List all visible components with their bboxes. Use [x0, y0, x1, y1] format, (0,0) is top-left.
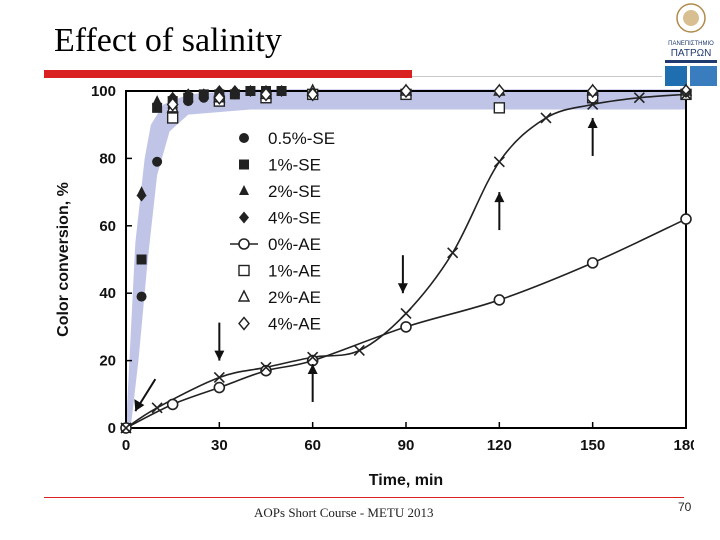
legend-label-4-se: 4%-SE: [268, 209, 321, 228]
x-tick-label: 180: [673, 437, 694, 454]
data-point-4-se: [183, 88, 194, 101]
data-point-4-ae: [306, 87, 319, 102]
x-tick-label: 60: [304, 437, 321, 454]
annotation-arrowhead: [214, 350, 225, 361]
data-point-4-se: [245, 85, 256, 97]
x-tick-label: 90: [398, 437, 415, 454]
legend-marker-4-se: [239, 211, 249, 224]
data-point-0-5-se: [136, 291, 147, 302]
data-point-0-ae: [400, 321, 412, 333]
data-point-4-ae: [166, 97, 179, 112]
data-point-cross: [400, 307, 412, 319]
data-point-0-ae: [586, 257, 599, 269]
data-point-4-se: [136, 189, 147, 202]
data-point-4-se: [198, 88, 209, 101]
data-point-0-ae: [680, 213, 692, 225]
logo-text-2: ΠΑΤΡΩΝ: [671, 48, 712, 59]
data-point-4-ae: [586, 83, 599, 99]
legend-marker-0-ae: [238, 238, 250, 250]
data-point-cross: [680, 88, 692, 100]
annotation-arrowhead: [307, 363, 318, 374]
data-point-1-ae: [166, 112, 179, 124]
legend-label-1-se: 1%-SE: [268, 156, 321, 175]
data-point-cross: [633, 92, 645, 104]
data-point-cross: [151, 402, 163, 414]
title-underline-extension: [412, 76, 662, 77]
annotation-arrowhead: [494, 192, 505, 203]
y-tick-label: 80: [99, 150, 116, 167]
data-point-0-ae: [493, 294, 506, 306]
legend-label-0-ae: 0%-AE: [268, 235, 321, 254]
annotation-arrowhead: [134, 399, 145, 412]
x-tick-label: 30: [211, 437, 228, 454]
y-tick-label: 100: [91, 83, 116, 100]
legend-label-1-ae: 1%-AE: [268, 262, 321, 281]
x-tick-label: 120: [487, 437, 512, 454]
legend-label-2-ae: 2%-AE: [268, 288, 321, 307]
data-point-cross: [493, 156, 505, 168]
series-line-0-ae: [125, 218, 687, 429]
data-point-4-ae: [400, 83, 412, 99]
data-point-4-se: [229, 85, 240, 97]
x-axis-label: Time, min: [369, 472, 443, 489]
annotation-arrowhead: [587, 117, 598, 128]
data-point-cross: [353, 344, 365, 357]
data-point-0-ae: [166, 398, 179, 411]
data-point-1-se: [136, 254, 147, 265]
slide-title: Effect of salinity: [54, 22, 282, 59]
footer-rule: [44, 497, 684, 498]
footer-text: AOPs Short Course - METU 2013: [254, 505, 434, 520]
y-tick-label: 40: [99, 285, 116, 302]
title-underline: [44, 70, 412, 78]
annotation-arrowhead: [397, 283, 408, 294]
data-point-4-se: [152, 98, 163, 111]
y-tick-label: 0: [108, 420, 116, 437]
data-point-4-ae: [260, 87, 272, 102]
data-point-0-ae: [260, 364, 272, 377]
data-point-cross: [307, 351, 319, 363]
legend-marker-1-se: [239, 159, 249, 170]
university-logo: ΠΑΝΕΠΙΣΤΗΜΙΟ ΠΑΤΡΩΝ: [665, 3, 717, 86]
legend-label-0-5-se: 0.5%-SE: [268, 129, 335, 148]
legend-marker-4-ae: [238, 316, 250, 331]
legend-marker-1-ae: [238, 264, 250, 277]
y-tick-label: 60: [99, 218, 116, 235]
x-tick-label: 0: [122, 437, 130, 454]
page-number: 70: [678, 500, 692, 514]
legend-label-4-ae: 4%-AE: [268, 315, 321, 334]
data-point-cross: [540, 112, 552, 124]
legend-marker-2-ae: [237, 289, 251, 302]
data-point-4-ae: [213, 90, 226, 105]
y-axis-label: Color conversion, %: [55, 182, 72, 337]
data-point-cross: [120, 422, 132, 434]
legend-marker-2-se: [239, 185, 249, 195]
data-point-0-5-se: [152, 156, 163, 167]
data-point-4-se: [276, 85, 287, 97]
x-tick-label: 150: [580, 437, 605, 454]
legend-marker-0-5-se: [239, 133, 249, 143]
legend-label-2-se: 2%-SE: [268, 182, 321, 201]
data-point-cross: [587, 98, 599, 111]
series-line-cross: [125, 93, 687, 429]
data-point-0-ae: [213, 381, 226, 394]
data-point-cross: [260, 361, 272, 373]
logo-text-1: ΠΑΝΕΠΙΣΤΗΜΙΟ: [668, 41, 714, 47]
color-conversion-chart: 0 30 60 90 120 150 180 0 20 40 60 80 100 Time, min Col…: [55, 83, 694, 489]
data-point-1-ae: [493, 102, 506, 114]
data-point-4-ae: [493, 83, 506, 99]
data-point-cross: [213, 371, 225, 384]
data-point-cross: [447, 247, 459, 259]
y-tick-label: 20: [99, 353, 116, 370]
data-point-4-ae: [680, 83, 692, 99]
